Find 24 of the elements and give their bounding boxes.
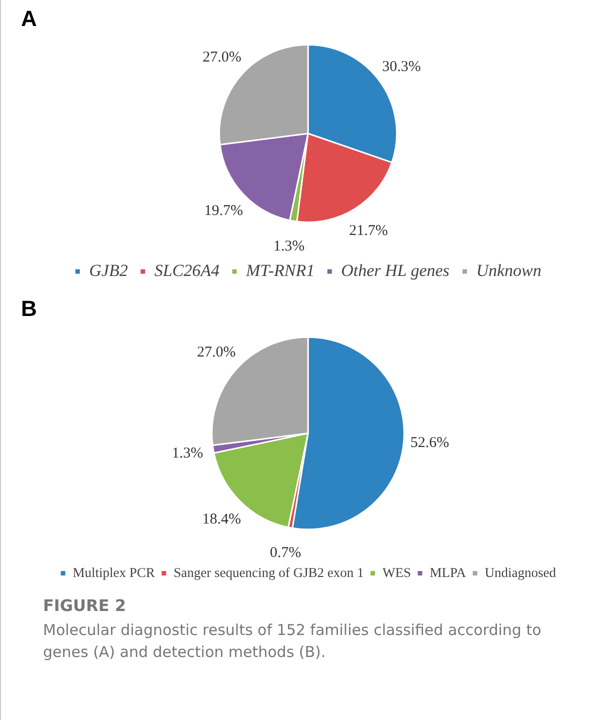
legend-label: Multiplex PCR xyxy=(72,564,155,580)
legend-label: MLPA xyxy=(430,564,466,580)
legend-label: Unknown xyxy=(476,260,542,280)
data-label: 1.3% xyxy=(273,238,305,255)
text: Molecular diagnostic results of 152 families classified according to genes (A) and detection methods (B). xyxy=(43,620,542,663)
caption: FIGURE 2 xyxy=(43,596,127,615)
data-label: 30.3% xyxy=(382,58,421,75)
data-label: 19.7% xyxy=(204,203,244,220)
data-label: 52.6% xyxy=(410,435,450,452)
legend-label: GJB2 xyxy=(89,260,128,280)
chart-title: B xyxy=(21,296,37,322)
legend-label: MT-RNR1 xyxy=(245,260,315,280)
data-label: 27.0% xyxy=(197,344,236,360)
legend-label: Undiagnosed xyxy=(484,564,556,580)
data-label: 27.0% xyxy=(202,50,242,66)
data-label: 0.7% xyxy=(270,545,302,562)
legend-label: Sanger sequencing of GJB2 exon 1 xyxy=(174,564,364,580)
legend-label: WES xyxy=(382,564,411,580)
data-label: 18.4% xyxy=(202,512,242,528)
chart-title: A xyxy=(21,6,37,32)
data-label: 1.3% xyxy=(172,445,204,462)
legend-label: Other HL genes xyxy=(341,260,450,280)
data-label: 21.7% xyxy=(349,222,388,239)
legend-label: SLC26A4 xyxy=(154,260,220,280)
